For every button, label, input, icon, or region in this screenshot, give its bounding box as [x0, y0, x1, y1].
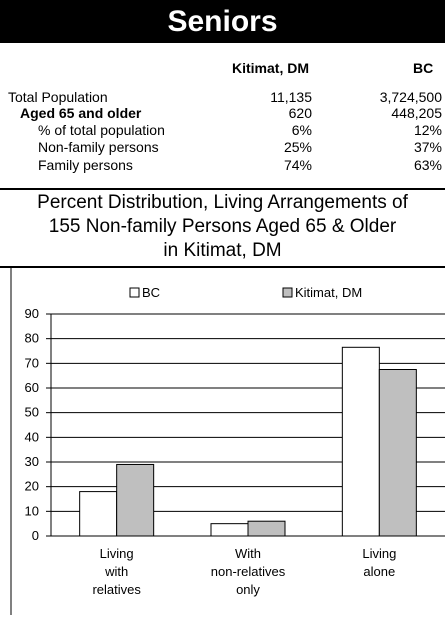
cell-non-family-bc: 37% — [413, 139, 442, 155]
legend-label: BC — [142, 285, 160, 300]
row-label-total-population: Total Population — [8, 89, 108, 105]
legend-swatch — [129, 287, 140, 298]
x-tick-label: non-relatives — [211, 564, 286, 579]
column-header-bc: BC — [413, 60, 434, 76]
cell-family-kitimat: 74% — [283, 157, 312, 173]
row-label-percent-total: % of total population — [38, 122, 165, 138]
bar — [378, 369, 417, 537]
legend-label: Kitimat, DM — [295, 285, 362, 300]
legend-swatch — [282, 287, 293, 298]
divider — [0, 188, 445, 190]
cell-non-family-kitimat: 25% — [283, 139, 312, 155]
y-tick-label: 60 — [25, 380, 39, 395]
legend: BC Kitimat, DM — [129, 285, 362, 300]
row-label-non-family: Non-family persons — [38, 139, 159, 155]
bar-chart: BC Kitimat, DM 0 10 20 30 40 50 60 70 80 90 Living… — [10, 268, 445, 615]
x-tick-label: Living — [100, 546, 134, 561]
column-header-kitimat: Kitimat, DM — [232, 60, 309, 76]
row-label-aged-65: Aged 65 and older — [20, 105, 142, 121]
chart-subtitle-line-2: 155 Non-family Persons Aged 65 & Older — [48, 216, 397, 237]
chart-area: BC Kitimat, DM 0 10 20 30 40 50 60 70 80 90 Living… — [0, 268, 445, 615]
bar — [247, 520, 286, 537]
y-tick-label: 90 — [25, 306, 39, 321]
chart-subtitle-line-1: Percent Distribution, Living Arrangement… — [37, 192, 408, 213]
y-tick-label: 0 — [32, 528, 39, 543]
divider — [0, 266, 445, 268]
bar — [341, 346, 380, 537]
x-tick-label: relatives — [92, 582, 141, 597]
cell-total-population-kitimat: 11,135 — [270, 89, 312, 105]
y-tick-label: 30 — [25, 454, 39, 469]
cell-percent-total-kitimat: 6% — [291, 122, 312, 138]
x-tick-label: only — [236, 582, 260, 597]
cell-aged-65-kitimat: 620 — [288, 105, 312, 121]
bars — [79, 346, 417, 537]
y-tick-label: 80 — [25, 331, 39, 346]
y-tick-label: 10 — [25, 503, 39, 518]
x-tick-label: with — [104, 564, 128, 579]
chart-subtitle-line-3: in Kitimat, DM — [163, 240, 282, 261]
chart-subtitle: Percent Distribution, Living Arrangement… — [0, 191, 445, 263]
x-tick-label: alone — [363, 564, 395, 579]
bar — [79, 491, 118, 537]
y-tick-label: 20 — [25, 479, 39, 494]
y-tick-label: 70 — [25, 355, 39, 370]
cell-aged-65-bc: 448,205 — [391, 105, 442, 121]
x-tick-label: With — [235, 546, 261, 561]
y-tick-label: 40 — [25, 429, 39, 444]
cell-family-bc: 63% — [413, 157, 442, 173]
stats-table: Kitimat, DM BC Total Population 11,135 3… — [0, 43, 445, 190]
y-axis: 0 10 20 30 40 50 60 70 80 90 — [25, 306, 52, 543]
bar — [116, 463, 155, 537]
x-axis-labels: Living with relatives With non-relatives only… — [92, 546, 396, 597]
page-title: Seniors — [0, 0, 445, 43]
cell-total-population-bc: 3,724,500 — [379, 89, 442, 105]
x-tick-label: Living — [362, 546, 396, 561]
y-tick-label: 50 — [25, 405, 39, 420]
row-label-family: Family persons — [38, 157, 133, 173]
cell-percent-total-bc: 12% — [413, 122, 442, 138]
bar — [210, 523, 249, 537]
